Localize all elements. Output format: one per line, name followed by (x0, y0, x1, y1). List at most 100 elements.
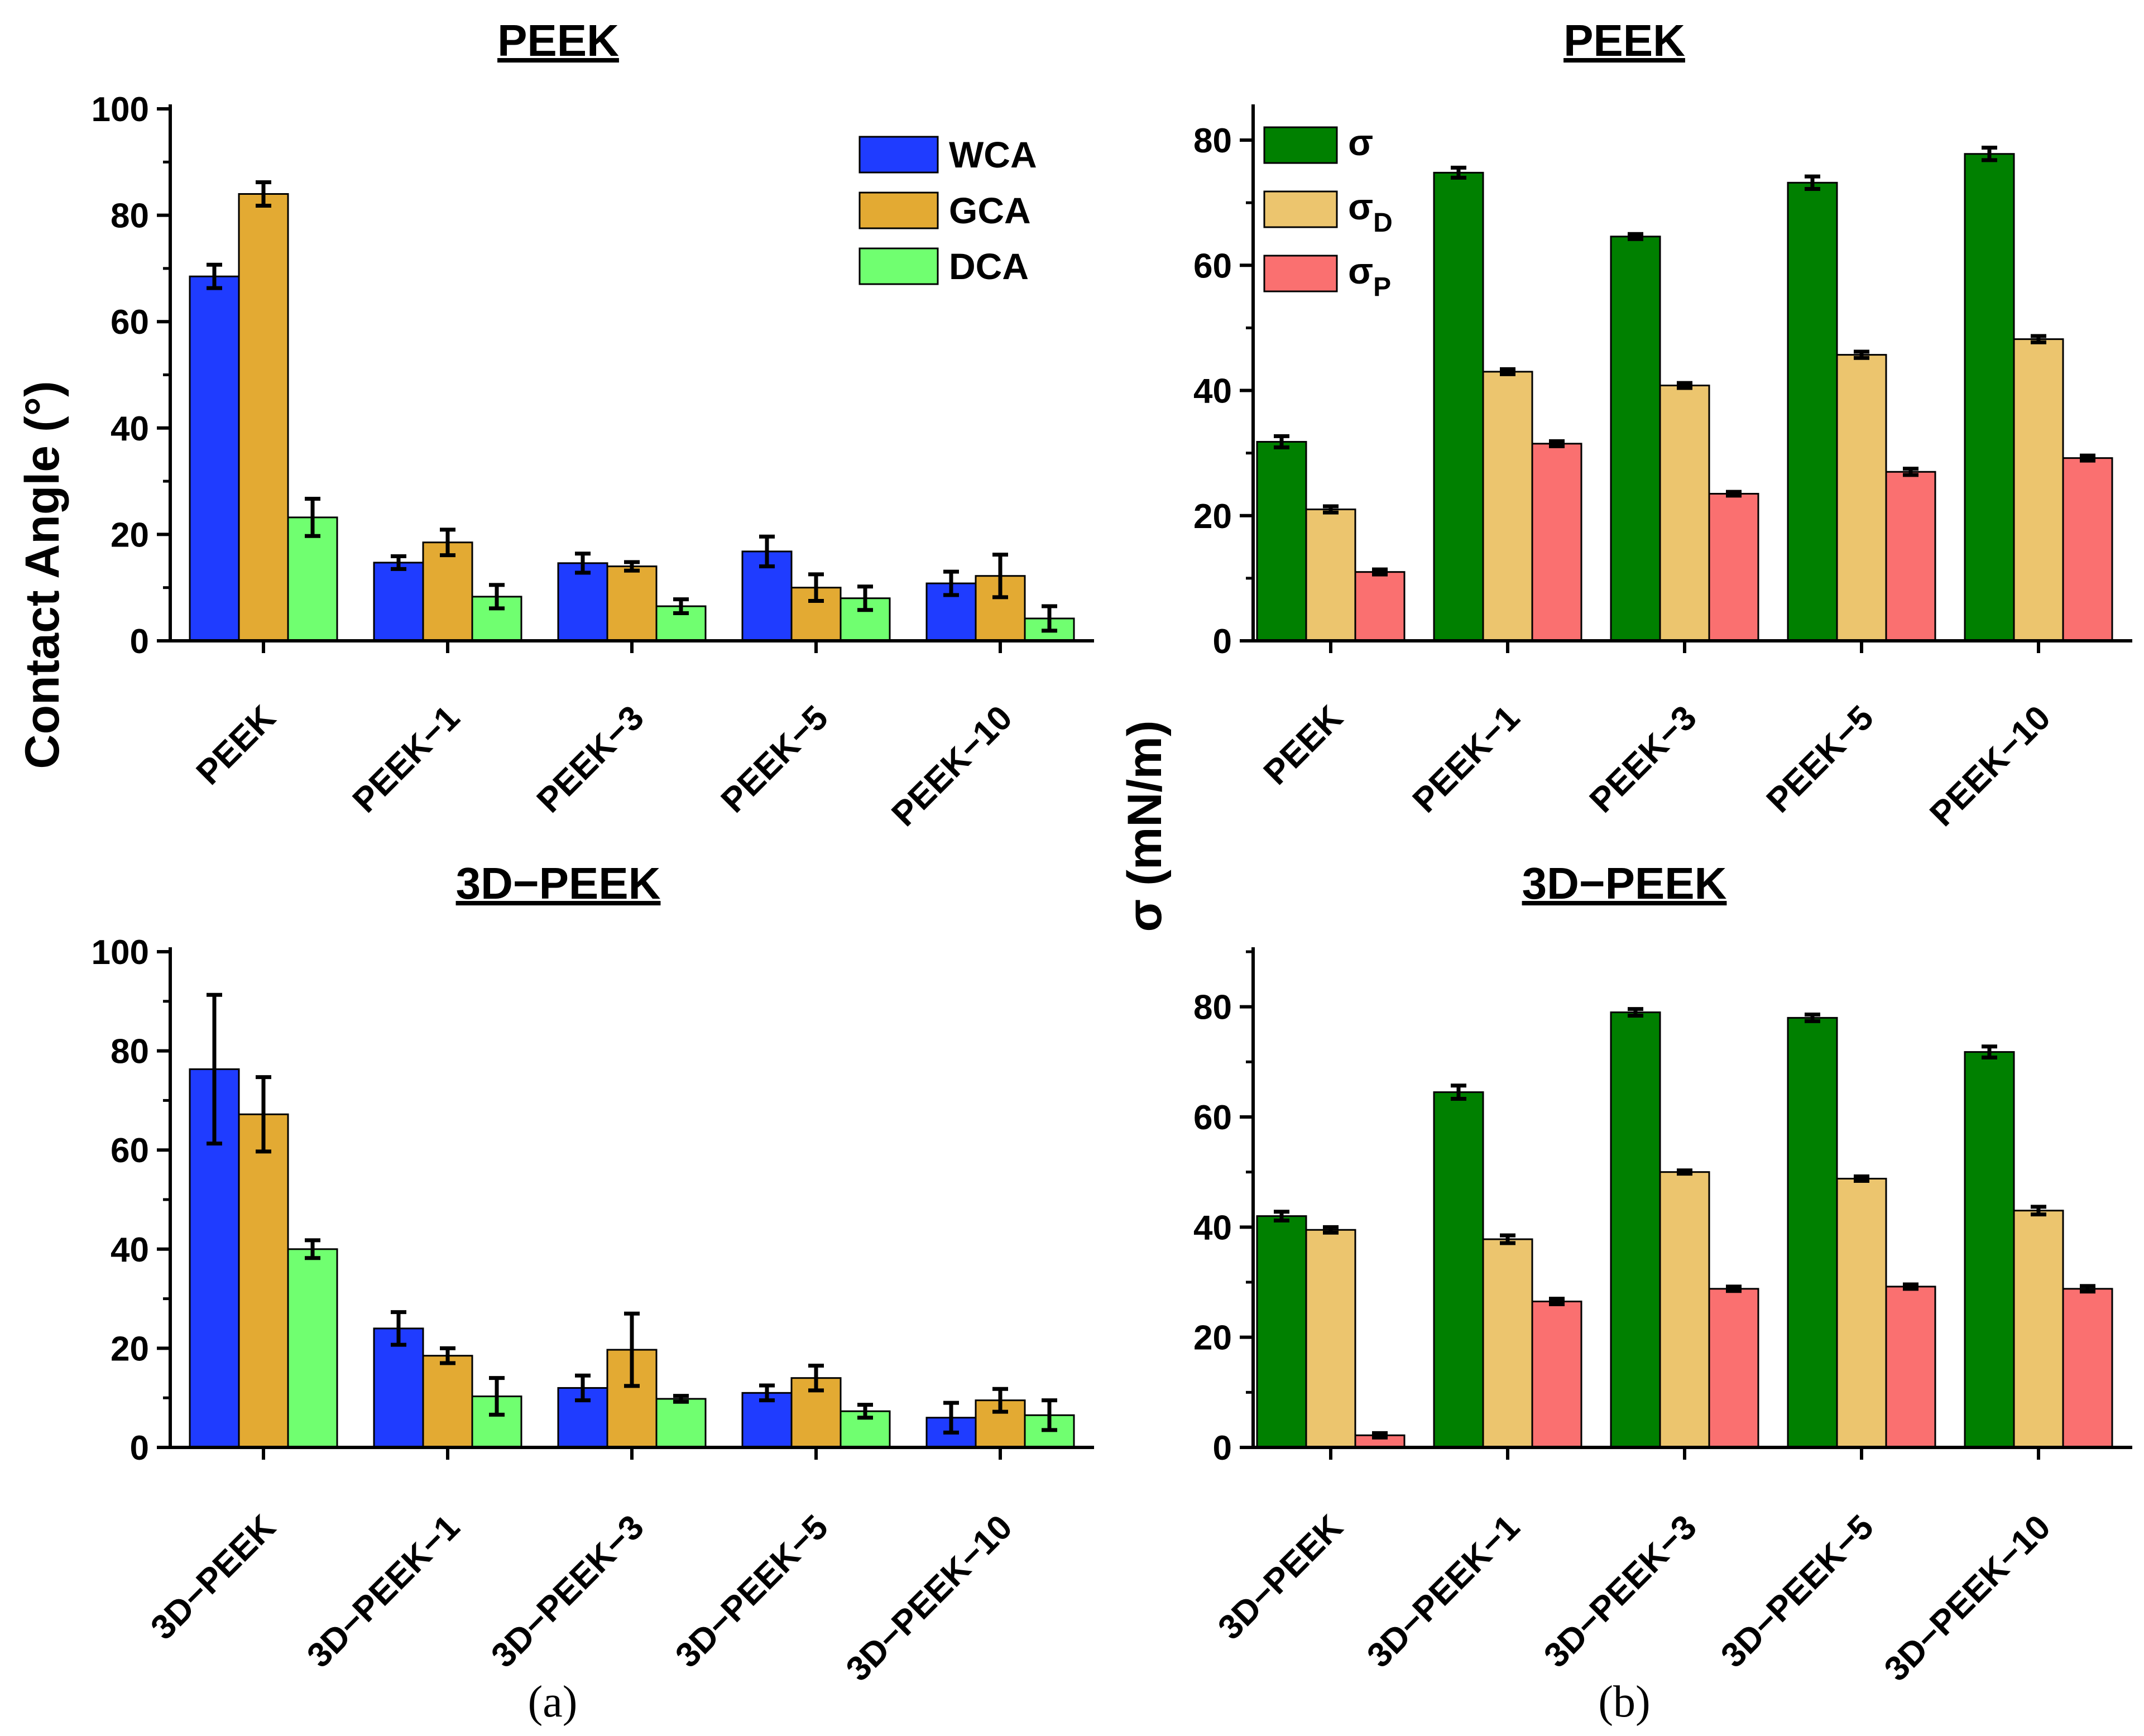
y-tick-label: 40 (111, 1231, 149, 1269)
error-bar-σD-0 (1323, 1225, 1339, 1235)
bar-σD-2 (1659, 1171, 1710, 1449)
legend-swatch-1 (1263, 190, 1338, 228)
bar-WCA-2 (557, 562, 608, 642)
error-bar-σP-0 (1372, 1431, 1388, 1440)
error-bar-WCA-3 (759, 1383, 775, 1403)
error-bar-σ-0 (1274, 434, 1289, 450)
error-bar-σ-0 (1274, 1210, 1289, 1222)
bar-σD-1 (1482, 371, 1533, 642)
bar-GCA-0 (238, 193, 289, 642)
bar-σP-1 (1531, 1301, 1582, 1449)
error-bar-GCA-4 (992, 1387, 1008, 1414)
bar-GCA-0 (238, 1113, 289, 1449)
error-bar-DCA-4 (1042, 1398, 1057, 1432)
error-bar-DCA-1 (489, 583, 505, 611)
bar-σ-2 (1610, 236, 1661, 642)
error-bar-σP-3 (1903, 467, 1918, 477)
category-label: 3D−PEEK−3 (484, 1508, 651, 1675)
category-label: PEEK (189, 698, 283, 792)
error-bar-σD-3 (1854, 349, 1869, 360)
y-tick-label: 80 (1193, 989, 1232, 1027)
y-axis-label-sigma: σ (mN/m) (1118, 721, 1172, 932)
error-bar-WCA-2 (575, 552, 591, 575)
error-bar-DCA-0 (305, 1238, 320, 1260)
chart-title: 3D−PEEK (456, 859, 661, 908)
legend-label-DCA: DCA (949, 246, 1029, 287)
chart-title: PEEK (497, 16, 619, 65)
bar-σD-0 (1305, 1229, 1356, 1449)
category-label: 3D−PEEK (1211, 1508, 1350, 1647)
bar-σD-1 (1482, 1238, 1533, 1449)
bar-DCA-4 (1024, 1414, 1075, 1449)
error-bar-σ-1 (1451, 165, 1466, 180)
error-bar-DCA-1 (489, 1376, 505, 1417)
y-tick-label: 60 (1193, 247, 1232, 285)
y-tick-label: 60 (111, 303, 149, 342)
category-label: 3D−PEEK−10 (1877, 1508, 2058, 1689)
error-bar-σ-4 (1982, 146, 1997, 162)
error-bar-DCA-4 (1042, 604, 1057, 633)
bar-σ-2 (1610, 1011, 1661, 1449)
error-bar-σP-1 (1549, 439, 1565, 448)
legend-swatch-GCA (858, 191, 939, 229)
bar-WCA-0 (189, 275, 240, 642)
legend-swatch-0 (1263, 126, 1338, 164)
bar-σ-4 (1964, 153, 2015, 642)
error-bar-DCA-2 (673, 597, 689, 615)
error-bar-σ-4 (1982, 1044, 1997, 1059)
bar-σD-4 (2013, 338, 2064, 642)
error-bar-DCA-3 (857, 1403, 873, 1420)
y-tick-label: 40 (1193, 372, 1232, 411)
category-label: 3D−PEEK−1 (300, 1508, 467, 1675)
bar-DCA-3 (840, 597, 891, 642)
error-bar-WCA-0 (207, 262, 222, 290)
legend-label-WCA: WCA (949, 134, 1037, 175)
error-bar-GCA-4 (992, 553, 1008, 600)
y-tick-label: 0 (130, 622, 149, 661)
category-label: 3D−PEEK−10 (839, 1508, 1020, 1689)
bar-σP-0 (1354, 571, 1406, 642)
y-tick-label: 60 (1193, 1099, 1232, 1137)
bar-σP-2 (1708, 1288, 1759, 1449)
bar-σ-3 (1787, 1016, 1838, 1449)
error-bar-DCA-2 (673, 1394, 689, 1404)
category-label: 3D−PEEK−1 (1360, 1508, 1527, 1675)
bar-σ-3 (1787, 181, 1838, 642)
y-tick-label: 100 (92, 933, 149, 972)
error-bar-GCA-2 (624, 1311, 640, 1388)
bar-GCA-1 (422, 1355, 473, 1449)
legend-swatch-WCA (858, 136, 939, 174)
category-label: 3D−PEEK−5 (1714, 1508, 1881, 1675)
bar-σP-1 (1531, 443, 1582, 642)
category-label: PEEK−3 (1582, 698, 1704, 820)
error-bar-WCA-4 (943, 569, 959, 597)
error-bar-GCA-2 (624, 560, 640, 573)
error-bar-σP-4 (2080, 1284, 2095, 1294)
error-bar-σD-0 (1323, 504, 1339, 515)
bar-σD-4 (2013, 1210, 2064, 1449)
caption-a: (a) (528, 1677, 578, 1727)
category-label: PEEK−1 (1406, 698, 1527, 820)
error-bar-WCA-1 (391, 1310, 406, 1347)
caption-b: (b) (1598, 1677, 1650, 1727)
bar-GCA-2 (606, 565, 658, 642)
category-label: PEEK−5 (714, 698, 836, 820)
error-bar-GCA-1 (440, 527, 455, 558)
y-tick-label: 40 (1193, 1209, 1232, 1247)
bar-σP-2 (1708, 493, 1759, 642)
error-bar-WCA-2 (575, 1373, 591, 1403)
error-bar-WCA-3 (759, 534, 775, 569)
bar-σD-0 (1305, 509, 1356, 642)
legend-label-1: σD (1348, 186, 1393, 238)
bar-σP-4 (2062, 457, 2113, 642)
category-label: 3D−PEEK (143, 1508, 283, 1647)
chart-panel-a-top: PEEK 0 20 40 60 80 100 PEEK PEEK−1 PEEK−3 PEEK−5 PE… (92, 16, 1094, 834)
bar-σP-3 (1885, 1286, 1936, 1449)
legend-swatch-DCA (858, 247, 939, 285)
legend-label-2: σP (1348, 250, 1391, 302)
error-bar-σ-2 (1628, 1007, 1643, 1018)
error-bar-σP-0 (1372, 567, 1388, 577)
error-bar-σD-2 (1677, 1168, 1692, 1176)
